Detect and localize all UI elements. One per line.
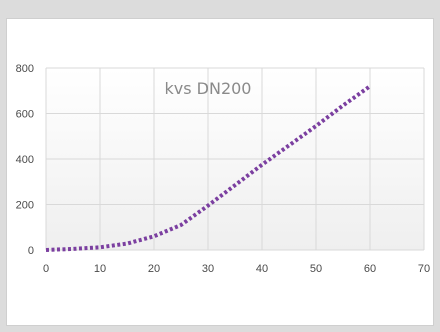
x-tick-label: 60 [364, 263, 376, 275]
y-tick-label: 400 [16, 154, 34, 166]
x-tick-label: 30 [202, 263, 214, 275]
gridlines [45, 67, 425, 251]
x-tick-label: 40 [256, 263, 268, 275]
x-tick-label: 50 [310, 263, 322, 275]
tick-labels: 0 10 20 30 40 50 60 70 0 200 400 600 800 [16, 63, 430, 275]
chart-title: kvs DN200 [165, 79, 252, 98]
series-line [45, 84, 372, 252]
x-tick-label: 0 [43, 263, 49, 275]
x-tick-label: 10 [94, 263, 106, 275]
x-tick-label: 20 [148, 263, 160, 275]
y-tick-label: 600 [16, 109, 34, 121]
x-tick-label: 70 [418, 263, 430, 275]
series-group [45, 84, 372, 252]
y-tick-label: 0 [28, 245, 34, 257]
y-tick-label: 800 [16, 63, 34, 75]
y-tick-label: 200 [16, 200, 34, 212]
